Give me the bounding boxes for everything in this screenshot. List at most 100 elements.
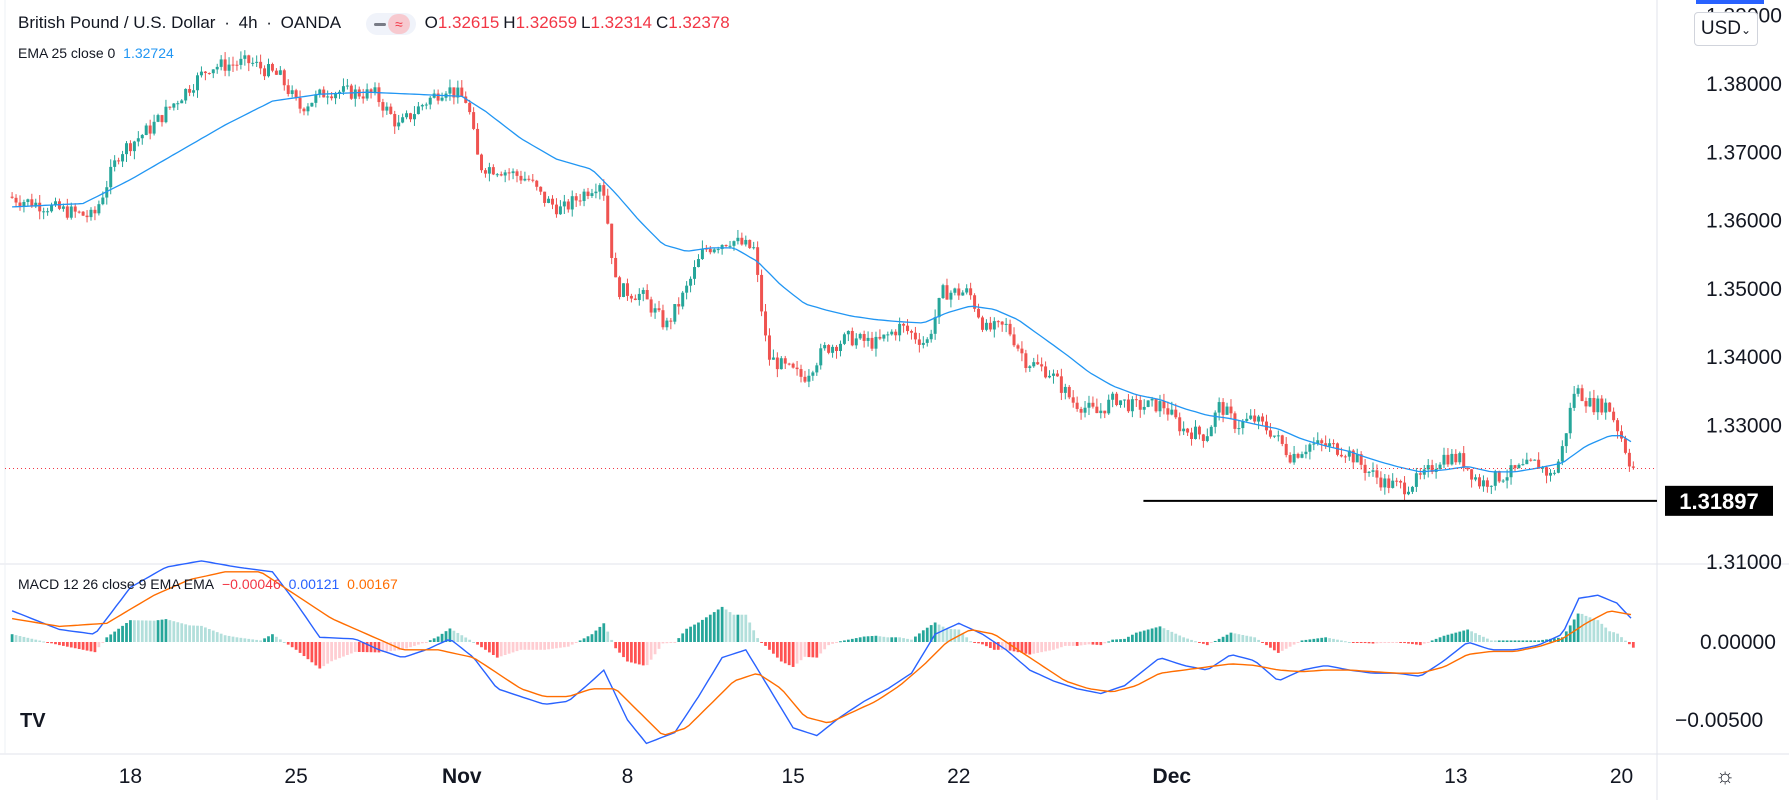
macd-histogram-bar xyxy=(1225,634,1229,642)
candle-body xyxy=(1568,407,1572,434)
macd-histogram-bar xyxy=(673,642,677,643)
macd-histogram-bar xyxy=(547,642,550,650)
candle-body xyxy=(795,367,799,370)
macd-histogram-bar xyxy=(1071,642,1075,646)
macd-histogram-bar xyxy=(440,633,444,642)
macd-histogram-bar xyxy=(93,642,97,653)
candle-body xyxy=(1213,412,1217,427)
candle-body xyxy=(1079,408,1083,413)
tradingview-logo[interactable]: TV xyxy=(20,710,46,732)
macd-histogram-bar xyxy=(1016,642,1020,653)
macd-histogram-bar xyxy=(870,636,874,642)
macd-histogram-bar xyxy=(732,614,736,642)
candle-body xyxy=(405,113,409,118)
macd-histogram-bar xyxy=(641,642,645,666)
macd-tick-label: −0.00500 xyxy=(1675,709,1763,732)
macd-histogram-bar xyxy=(586,636,590,642)
macd-histogram-bar xyxy=(275,636,278,642)
macd-histogram-bar xyxy=(669,642,673,643)
candle-body xyxy=(326,96,330,98)
candle-body xyxy=(440,97,444,101)
macd-histogram-bar xyxy=(338,642,341,659)
candle-body xyxy=(819,348,823,366)
macd-histogram-bar xyxy=(720,606,724,642)
macd-histogram-bar xyxy=(898,637,902,642)
macd-histogram-bar xyxy=(85,642,89,651)
ohlc-value: 1.32659 xyxy=(515,13,578,33)
macd-histogram-bar xyxy=(787,642,791,666)
candle-body xyxy=(349,85,353,99)
macd-histogram-bar xyxy=(996,642,1000,650)
macd-histogram-bar xyxy=(535,642,539,650)
macd-histogram-bar xyxy=(953,629,957,642)
macd-histogram-bar xyxy=(26,637,30,642)
candle-body xyxy=(113,160,117,167)
candle-body xyxy=(535,180,539,187)
candle-body xyxy=(874,336,878,349)
gear-icon[interactable]: ☼ xyxy=(1715,763,1736,788)
macd-histogram-bar xyxy=(30,638,34,642)
ema-legend[interactable]: EMA 25 close 0 1.32724 xyxy=(18,45,178,61)
macd-histogram-bar xyxy=(677,638,681,642)
candle-body xyxy=(1308,444,1312,452)
macd-histogram-bar xyxy=(1174,633,1178,642)
candle-body xyxy=(1347,450,1351,457)
candle-body xyxy=(298,97,302,109)
candle-body xyxy=(30,199,34,207)
interval-label[interactable]: 4h xyxy=(238,13,258,33)
candle-body xyxy=(144,125,148,135)
macd-histogram-bar xyxy=(929,625,933,642)
macd-histogram-bar xyxy=(326,642,330,664)
macd-histogram-bar xyxy=(484,642,487,650)
currency-button[interactable]: USD⌄ xyxy=(1694,12,1758,46)
candle-body xyxy=(1576,388,1580,394)
macd-histogram-bar xyxy=(965,637,969,642)
macd-histogram-bar xyxy=(1332,638,1335,642)
candle-body xyxy=(1505,477,1509,481)
candle-body xyxy=(1122,399,1126,401)
candle-body xyxy=(1126,399,1130,412)
candle-body xyxy=(436,93,440,101)
candle-body xyxy=(1158,401,1162,412)
candle-body xyxy=(1024,353,1028,369)
candle-body xyxy=(886,334,890,336)
ohlc-key: C xyxy=(655,13,669,33)
candle-body xyxy=(61,206,65,209)
candle-body xyxy=(921,342,925,345)
macd-histogram-bar xyxy=(1107,641,1111,643)
candle-body xyxy=(633,298,637,300)
candle-body xyxy=(1249,415,1253,419)
macd-histogram-bar xyxy=(531,642,535,650)
candle-body xyxy=(1387,478,1391,488)
candle-body xyxy=(815,365,819,373)
candle-body xyxy=(625,283,629,296)
currency-label: USD xyxy=(1700,18,1742,39)
macd-legend[interactable]: MACD 12 26 close 9 EMA EMA −0.00046 0.00… xyxy=(18,576,402,592)
candle-body xyxy=(148,125,152,134)
separator: · xyxy=(266,13,272,33)
macd-histogram-bar xyxy=(1517,640,1521,642)
macd-histogram-bar xyxy=(1067,642,1071,646)
candle-body xyxy=(1403,482,1407,495)
candle-body xyxy=(310,102,314,107)
macd-histogram-bar xyxy=(1379,642,1383,644)
candle-body xyxy=(393,113,397,127)
candle-body xyxy=(1221,402,1225,415)
candle-body xyxy=(902,323,906,326)
candle-body xyxy=(128,143,132,152)
candle-body xyxy=(1142,406,1146,410)
macd-histogram-bar xyxy=(1087,642,1091,645)
macd-histogram-bar xyxy=(1083,642,1087,645)
exchange-label: OANDA xyxy=(280,13,342,33)
macd-histogram-bar xyxy=(1166,630,1170,642)
approx-icon: ≈ xyxy=(387,14,410,34)
macd-histogram-bar xyxy=(602,623,606,642)
candle-body xyxy=(712,249,716,253)
macd-histogram-bar xyxy=(1478,634,1481,642)
indicator-toggle-button[interactable]: ≈ xyxy=(365,13,416,35)
macd-histogram-bar xyxy=(783,642,787,664)
macd-histogram-bar xyxy=(101,642,105,643)
macd-histogram-bar xyxy=(211,630,215,642)
macd-histogram-bar xyxy=(18,636,22,642)
